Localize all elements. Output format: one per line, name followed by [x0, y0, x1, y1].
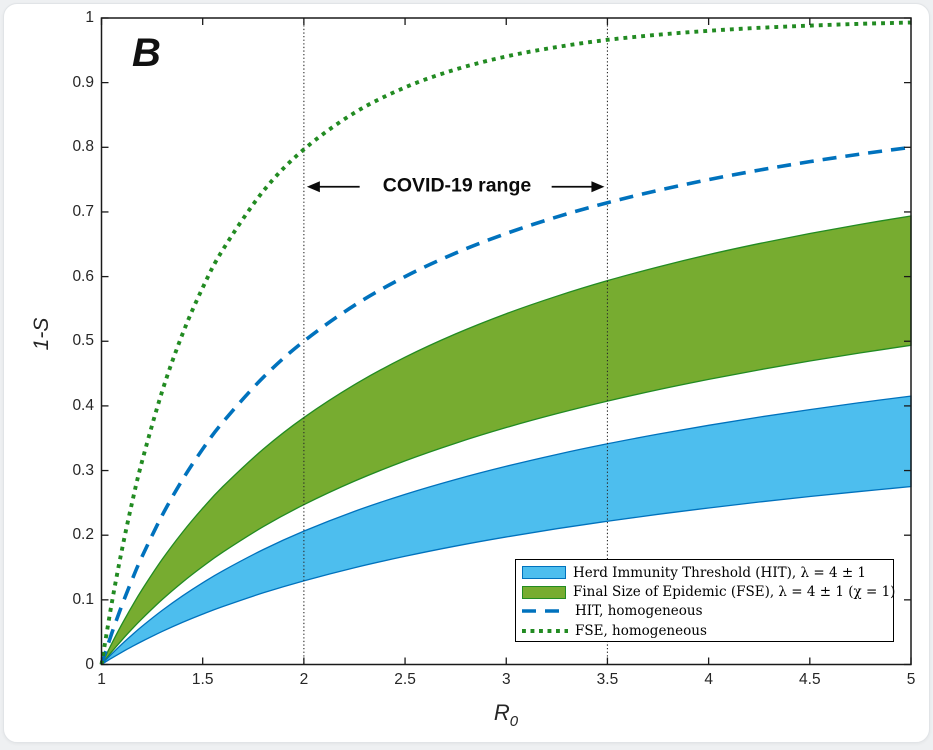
- legend-item: HIT, homogeneous: [522, 602, 893, 621]
- y-tick-label: 0.5: [72, 332, 94, 350]
- legend-dashed-line-swatch: [522, 609, 568, 614]
- y-tick-label: 0.7: [72, 202, 94, 220]
- legend-item-label: HIT, homogeneous: [575, 603, 703, 620]
- y-tick-label: 1: [85, 9, 94, 26]
- x-tick-label: 4: [704, 671, 713, 688]
- x-axis-label: R0: [494, 700, 518, 730]
- legend-item: FSE, homogeneous: [522, 621, 893, 640]
- x-axis-label-main: R: [493, 700, 510, 725]
- y-axis-label: 1-S: [30, 317, 53, 351]
- legend-item-label: Herd Immunity Threshold (HIT), λ = 4 ± 1: [573, 564, 867, 581]
- legend-item-label: FSE, homogeneous: [575, 622, 707, 639]
- legend: Herd Immunity Threshold (HIT), λ = 4 ± 1…: [515, 559, 896, 642]
- legend-item-label: Final Size of Epidemic (FSE), λ = 4 ± 1 …: [573, 584, 896, 601]
- x-tick-label: 1.5: [191, 671, 214, 688]
- legend-item: Final Size of Epidemic (FSE), λ = 4 ± 1 …: [522, 582, 896, 601]
- chart-canvas: [99, 17, 912, 666]
- x-tick-label: 4.5: [799, 671, 821, 688]
- x-tick-label: 2: [299, 671, 309, 688]
- legend-patch-swatch: [522, 566, 566, 580]
- fse-homogeneous-line: [99, 20, 912, 665]
- y-tick-label: 0.4: [72, 396, 94, 414]
- x-tick-label: 2.5: [394, 671, 416, 688]
- covid-range-annotation: COVID-19 range: [382, 174, 532, 197]
- panel-label: B: [132, 31, 161, 75]
- y-tick-label: 0: [85, 655, 94, 673]
- legend-item: Herd Immunity Threshold (HIT), λ = 4 ± 1: [522, 563, 893, 582]
- x-tick-label: 1: [97, 671, 106, 688]
- covid-range-arrowhead: [591, 181, 605, 193]
- x-tick-label: 3: [501, 671, 511, 688]
- y-tick-label: 0.1: [72, 590, 94, 608]
- chart-stage: 0 0.1 0.2 0.3 0.4 0.5 0.6 0.7 0.8 0.9 1 1 1.5 2 2.5 3 3…: [4, 4, 929, 742]
- hit-homogeneous-line: [99, 145, 912, 666]
- y-tick-label: 0.6: [72, 267, 94, 285]
- x-tick-label: 5: [906, 671, 916, 688]
- x-axis-label-subscript: 0: [509, 713, 519, 730]
- y-tick-label: 0.3: [72, 461, 94, 479]
- covid-range-arrowhead: [306, 181, 320, 193]
- y-tick-label: 0.8: [72, 138, 94, 156]
- y-tick-label: 0.2: [72, 526, 94, 544]
- figure-card: 0 0.1 0.2 0.3 0.4 0.5 0.6 0.7 0.8 0.9 1 1 1.5 2 2.5 3 3…: [3, 3, 930, 743]
- legend-dotted-line-swatch: [522, 628, 568, 633]
- x-tick-label: 3.5: [596, 671, 619, 688]
- legend-patch-swatch: [522, 585, 566, 599]
- y-tick-label: 0.9: [72, 73, 94, 91]
